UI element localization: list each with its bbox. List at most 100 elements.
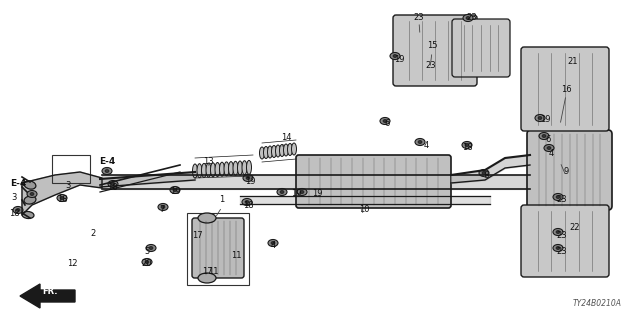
Ellipse shape (161, 205, 165, 209)
Text: 5: 5 (145, 247, 150, 257)
Text: 21: 21 (568, 58, 579, 67)
FancyBboxPatch shape (192, 218, 244, 278)
Text: 23: 23 (557, 231, 567, 241)
Ellipse shape (287, 143, 292, 156)
Ellipse shape (202, 164, 207, 177)
Ellipse shape (280, 145, 285, 156)
Ellipse shape (215, 163, 220, 177)
Ellipse shape (224, 162, 229, 176)
Ellipse shape (173, 188, 177, 191)
Text: 23: 23 (557, 247, 567, 257)
Ellipse shape (553, 244, 563, 252)
Ellipse shape (284, 144, 289, 156)
Text: 18: 18 (57, 196, 67, 204)
Ellipse shape (198, 273, 216, 283)
Ellipse shape (233, 161, 238, 175)
Ellipse shape (22, 212, 34, 219)
Ellipse shape (111, 182, 115, 186)
Ellipse shape (547, 147, 551, 149)
Ellipse shape (242, 161, 247, 175)
Ellipse shape (228, 162, 234, 176)
Text: 2: 2 (90, 229, 95, 238)
Ellipse shape (383, 119, 387, 123)
Polygon shape (20, 284, 75, 308)
Ellipse shape (30, 193, 34, 196)
FancyBboxPatch shape (521, 205, 609, 277)
Ellipse shape (242, 198, 252, 205)
Ellipse shape (158, 204, 168, 211)
Polygon shape (22, 172, 102, 215)
Ellipse shape (380, 117, 390, 124)
FancyBboxPatch shape (296, 155, 451, 208)
Text: 1: 1 (220, 196, 225, 204)
Ellipse shape (271, 242, 275, 244)
Ellipse shape (553, 228, 563, 236)
Ellipse shape (259, 147, 264, 159)
Text: 11: 11 (231, 252, 241, 260)
Text: 3: 3 (65, 180, 70, 189)
Ellipse shape (145, 260, 149, 263)
Ellipse shape (108, 180, 118, 188)
Text: 23: 23 (557, 196, 567, 204)
Ellipse shape (27, 190, 37, 197)
Text: 19: 19 (540, 116, 550, 124)
Ellipse shape (297, 188, 307, 196)
Ellipse shape (275, 145, 280, 157)
Ellipse shape (463, 14, 473, 21)
Ellipse shape (193, 164, 198, 178)
Ellipse shape (57, 195, 67, 202)
Text: E-4: E-4 (10, 179, 26, 188)
Bar (52, 155, 90, 183)
Ellipse shape (243, 174, 253, 181)
Ellipse shape (390, 52, 400, 60)
Ellipse shape (211, 163, 216, 177)
Text: 22: 22 (570, 223, 580, 233)
Ellipse shape (466, 17, 470, 20)
Ellipse shape (535, 115, 545, 122)
FancyBboxPatch shape (452, 19, 510, 77)
Ellipse shape (60, 196, 64, 199)
Ellipse shape (24, 196, 36, 204)
Text: 17: 17 (202, 268, 212, 276)
Ellipse shape (556, 196, 560, 198)
FancyBboxPatch shape (527, 130, 612, 210)
Text: 15: 15 (427, 42, 437, 51)
Text: 17: 17 (192, 231, 202, 241)
Text: 4: 4 (270, 241, 276, 250)
Ellipse shape (268, 239, 278, 246)
Ellipse shape (415, 139, 425, 146)
Ellipse shape (556, 230, 560, 234)
Ellipse shape (105, 170, 109, 172)
Ellipse shape (277, 188, 287, 196)
Ellipse shape (16, 209, 20, 212)
Ellipse shape (300, 190, 304, 194)
Text: 18: 18 (461, 143, 472, 153)
Ellipse shape (539, 132, 549, 140)
Bar (187, 213, 249, 285)
Text: FR.: FR. (42, 287, 58, 296)
Ellipse shape (237, 161, 243, 175)
Ellipse shape (465, 143, 469, 147)
Ellipse shape (542, 134, 546, 138)
Text: 6: 6 (545, 135, 550, 145)
Text: 18: 18 (107, 183, 117, 193)
Text: 19: 19 (291, 189, 301, 198)
Text: 9: 9 (563, 167, 568, 177)
Ellipse shape (462, 141, 472, 148)
Text: 8: 8 (483, 171, 489, 180)
Text: 4: 4 (424, 140, 429, 149)
Ellipse shape (149, 246, 153, 250)
FancyBboxPatch shape (521, 47, 609, 131)
Ellipse shape (291, 143, 296, 155)
Ellipse shape (271, 146, 276, 157)
Text: 19: 19 (312, 189, 323, 198)
Ellipse shape (280, 190, 284, 194)
Text: 11: 11 (208, 268, 218, 276)
Ellipse shape (246, 177, 250, 180)
Ellipse shape (553, 194, 563, 201)
Text: 23: 23 (413, 13, 424, 22)
Text: 19: 19 (170, 188, 180, 196)
Ellipse shape (197, 164, 202, 178)
Ellipse shape (206, 163, 211, 177)
Ellipse shape (146, 244, 156, 252)
